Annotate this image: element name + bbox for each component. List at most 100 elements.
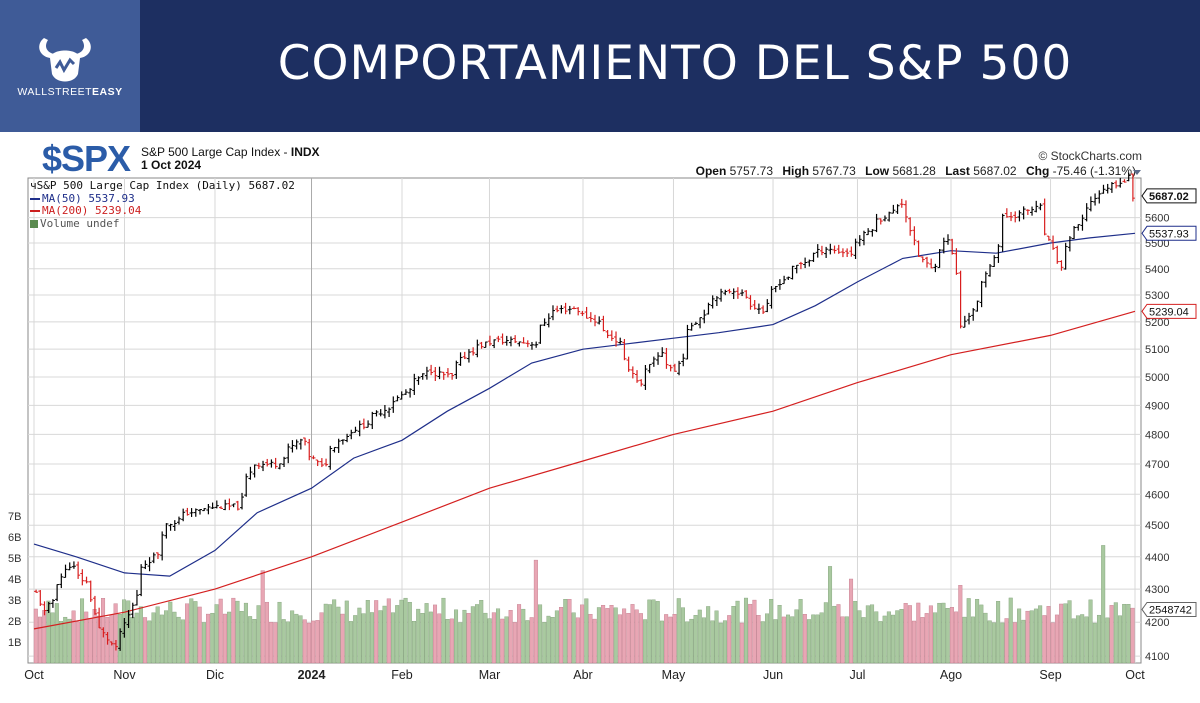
volume-bar [798, 599, 803, 664]
x-tick-label: Jul [849, 668, 865, 682]
volume-bar [886, 611, 891, 664]
ohlc-bar [714, 296, 719, 307]
ohlc-bar [134, 589, 139, 606]
ohlc-bar [298, 438, 303, 450]
volume-bar [134, 612, 139, 664]
ohlc-bar [210, 502, 215, 509]
ohlc-bar [882, 215, 887, 222]
ohlc-bar [88, 580, 93, 602]
volume-bar [815, 614, 820, 664]
volume-bar [382, 605, 387, 664]
ohlc-bar [437, 366, 442, 380]
volume-bar [189, 598, 194, 664]
ohlc-bar [580, 310, 585, 316]
volume-bar [899, 609, 904, 664]
ohlc-bar [1109, 182, 1114, 193]
ohlc-bar [1118, 177, 1123, 188]
volume-bar [487, 618, 492, 664]
volume-bar [437, 613, 442, 664]
ohlc-bar [164, 523, 169, 539]
volume-bar [1092, 622, 1097, 664]
volume-bar [828, 566, 833, 664]
ohlc-bar [614, 331, 619, 347]
volume-bar [491, 612, 496, 664]
x-tick-label: Nov [113, 668, 136, 682]
ohlc-bar [626, 356, 631, 372]
volume-bar [693, 615, 698, 664]
volume-bar [861, 617, 866, 664]
volume-bar [857, 610, 862, 664]
volume-bar [466, 613, 471, 664]
ohlc-bar [76, 561, 81, 579]
ohlc-bar [983, 271, 988, 288]
ohlc-bar [155, 552, 160, 560]
volume-tick-label: 4B [8, 574, 21, 586]
volume-bar [987, 620, 992, 664]
x-tick-label: Feb [391, 668, 413, 682]
ohlc-bar [798, 261, 803, 270]
ohlc-bar [542, 318, 547, 327]
volume-bar [1109, 605, 1114, 664]
volume-bar [596, 607, 601, 664]
x-tick-label: Oct [24, 668, 44, 682]
ohlc-bar [353, 426, 358, 433]
volume-bar [63, 616, 68, 664]
ohlc-bar [1101, 184, 1106, 194]
price-tick-label: 5300 [1145, 290, 1169, 302]
ohlc-bar [1059, 260, 1064, 271]
price-callout-ma200: 5239.04 [1141, 303, 1197, 319]
ohlc-bar [576, 307, 581, 316]
volume-bar [193, 601, 198, 664]
volume-bar [1025, 610, 1030, 664]
volume-bar [290, 610, 295, 664]
volume-bar [33, 608, 38, 664]
ohlc-bar [752, 300, 757, 310]
volume-bar [75, 621, 80, 664]
ohlc-bar [1055, 245, 1060, 264]
volume-bar [113, 603, 118, 664]
ohlc-bar [462, 351, 467, 360]
ohlc-bar [424, 366, 429, 380]
ohlc-bar [559, 305, 564, 314]
ohlc-bar [521, 337, 526, 344]
ohlc-bar [340, 439, 345, 445]
ohlc-bar [672, 363, 677, 372]
ohlc-bar [597, 316, 602, 325]
ohlc-bar [929, 258, 934, 269]
ohlc-bar [954, 248, 959, 275]
ohlc-bar [336, 438, 341, 453]
callout-box [1141, 225, 1197, 241]
volume-bar [323, 603, 328, 664]
ma200-line [33, 310, 1136, 630]
volume-bar [786, 614, 791, 664]
ohlc-bar [256, 462, 261, 470]
ohlc-bar [811, 252, 816, 262]
volume-tick-label: 3B [8, 595, 21, 607]
volume-bar [1122, 603, 1127, 664]
volume-bar [1080, 614, 1085, 664]
volume-bar [462, 609, 467, 664]
volume-bar [1054, 614, 1059, 664]
ohlc-bar [630, 366, 635, 379]
volume-bar [176, 616, 181, 664]
volume-bar [361, 613, 366, 664]
volume-bar [567, 599, 572, 664]
price-tick-label: 4600 [1145, 489, 1169, 501]
volume-bar [475, 604, 480, 664]
ohlc-bar [471, 347, 476, 356]
ohlc-bar [59, 573, 64, 589]
ohlc-bar [244, 473, 249, 497]
volume-bar [849, 578, 854, 664]
volume-bar [420, 613, 425, 664]
ohlc-bar [269, 459, 274, 468]
volume-bar [1050, 622, 1055, 664]
chevron-down-icon[interactable] [1133, 170, 1141, 175]
volume-bar [638, 613, 643, 664]
ohlc-bar [1034, 200, 1039, 213]
ohlc-bar [508, 336, 513, 347]
ohlc-bar [282, 456, 287, 468]
ohlc-bar [101, 627, 106, 638]
volume-bar [823, 602, 828, 664]
ohlc-bar [109, 641, 114, 646]
volume-bar [870, 604, 875, 664]
